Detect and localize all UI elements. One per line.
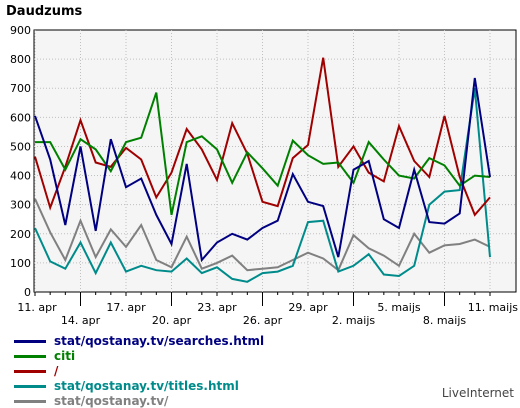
series-line-1 — [35, 92, 491, 216]
x-tick-label: 14. apr — [61, 314, 101, 327]
y-tick-label: 900 — [10, 24, 31, 37]
x-tick-label: 20. apr — [152, 314, 192, 327]
legend-label: citi — [54, 349, 76, 363]
x-tick-label: 17. apr — [106, 301, 146, 314]
legend-label: stat/qostanay.tv/titles.html — [54, 379, 239, 393]
liveinternet-credit: LiveInternet — [441, 386, 514, 400]
x-tick-label: 5. maijs — [377, 301, 421, 314]
series-line-3 — [34, 88, 491, 283]
y-tick-label: 600 — [10, 111, 31, 124]
y-tick-label: 700 — [10, 82, 31, 95]
y-tick-label: 400 — [10, 170, 31, 183]
legend-label: stat/qostanay.tv/ — [54, 394, 169, 408]
legend-label: / — [54, 364, 59, 378]
y-tick-label: 300 — [10, 199, 31, 212]
y-tick-label: 800 — [10, 53, 31, 66]
legend-swatch — [14, 400, 46, 403]
x-tick-label: 2. maijs — [332, 314, 376, 327]
y-tick-label: 0 — [24, 286, 31, 299]
legend-swatch — [14, 385, 46, 388]
legend-swatch — [14, 355, 46, 358]
y-tick-label: 500 — [10, 140, 31, 153]
legend-swatch — [14, 370, 46, 373]
x-tick-label: 8. maijs — [423, 314, 467, 327]
series-line-4 — [34, 198, 491, 272]
y-tick-label: 100 — [10, 257, 31, 270]
chart-title: Daudzums — [6, 4, 82, 19]
x-tick-label: 23. apr — [197, 301, 237, 314]
x-tick-label: 29. apr — [288, 301, 328, 314]
series-line-2 — [34, 57, 491, 217]
legend-label: stat/qostanay.tv/searches.html — [54, 334, 265, 348]
y-tick-label: 200 — [10, 228, 31, 241]
series-lines — [34, 57, 491, 283]
x-tick-label: 11. maijs — [468, 301, 519, 314]
series-line-0 — [34, 77, 491, 263]
axis-labels: 0 100 200 300 400 500 600 700 800 900 11. apr 14. a… — [10, 24, 518, 327]
x-tick-label: 11. apr — [17, 301, 57, 314]
legend-swatch — [14, 340, 46, 343]
x-tick-label: 26. apr — [243, 314, 283, 327]
